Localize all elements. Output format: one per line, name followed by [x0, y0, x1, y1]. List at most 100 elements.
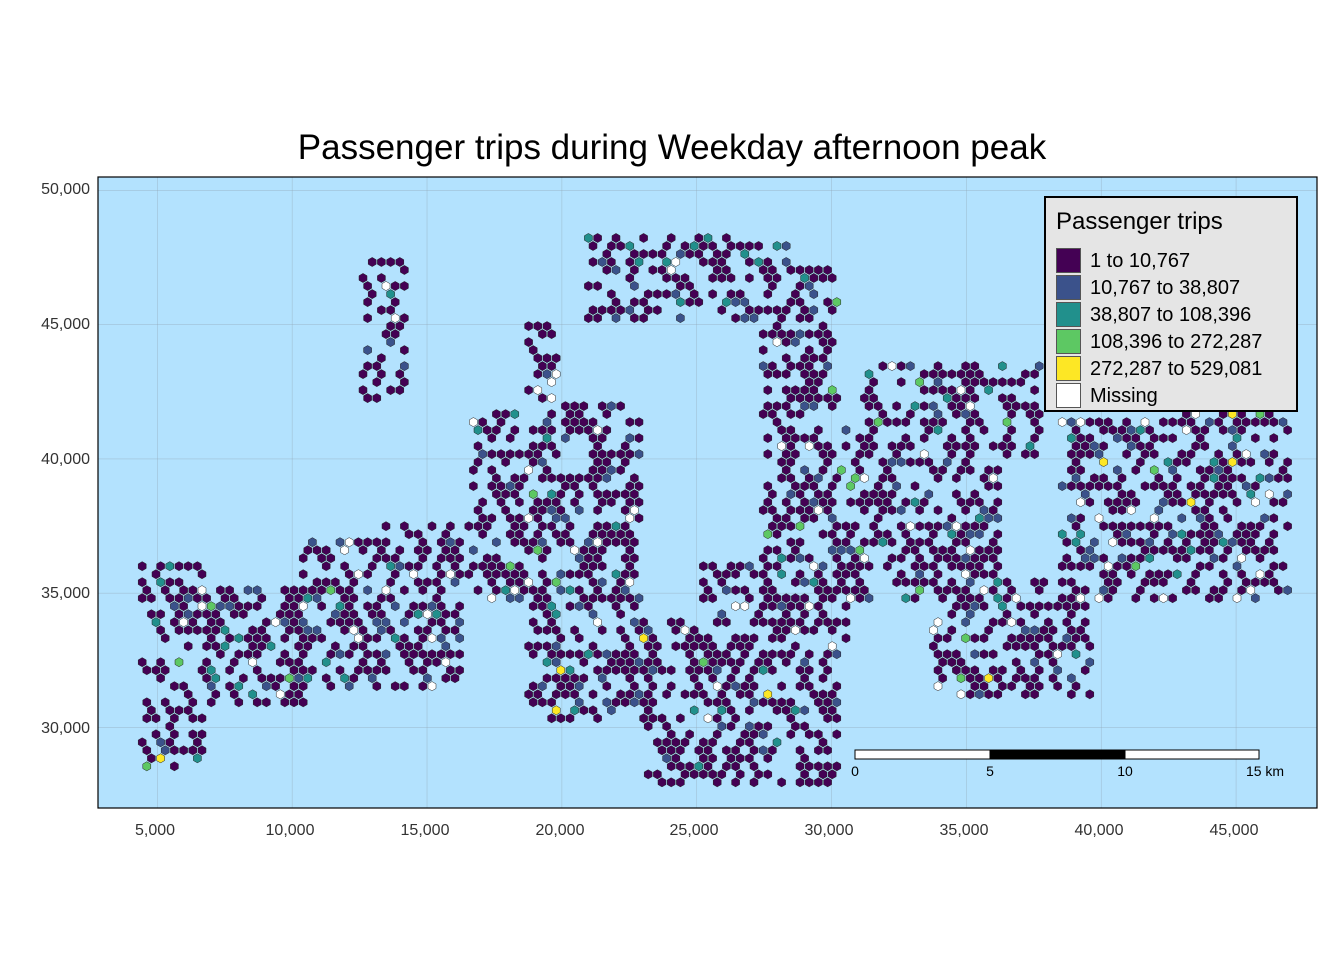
- hexagon-cell: [708, 737, 717, 748]
- hexagon-cell: [404, 561, 414, 572]
- hexagon-cell: [142, 585, 152, 596]
- hexagon-cell: [561, 673, 570, 684]
- hexagon-cell: [965, 561, 975, 572]
- hexagon-cell: [1149, 449, 1159, 459]
- hexagon-cell: [225, 633, 234, 644]
- hexagon-cell: [620, 505, 630, 516]
- hexagon-cell: [634, 449, 644, 459]
- hexagon-cell: [147, 593, 156, 604]
- hexagon-cell: [768, 745, 777, 756]
- hexagon-cell: [745, 721, 754, 732]
- hexagon-cell: [602, 665, 612, 676]
- hexagon-cell: [795, 265, 805, 275]
- hexagon-cell: [1191, 585, 1200, 596]
- hexagon-cell: [929, 369, 938, 379]
- hexagon-cell: [1113, 577, 1122, 588]
- hexagon-cell: [344, 585, 354, 596]
- hexagon-cell: [616, 449, 625, 459]
- hexagon-cell: [312, 545, 322, 556]
- hexagon-cell: [202, 625, 211, 636]
- hexagon-cell: [800, 673, 809, 684]
- hexagon-cell: [993, 561, 1003, 572]
- hexagon-cell: [832, 649, 842, 660]
- hexagon-cell: [239, 673, 248, 684]
- hexagon-cell: [699, 641, 708, 652]
- hexagon-cell: [758, 745, 768, 756]
- hexagon-cell: [694, 745, 704, 756]
- hexagon-cell: [436, 553, 446, 564]
- hexagon-cell: [1131, 433, 1141, 443]
- hexagon-cell: [556, 569, 566, 580]
- hexagon-cell: [528, 489, 538, 500]
- hexagon-cell: [1237, 457, 1246, 467]
- hexagon-cell: [832, 537, 842, 548]
- hexagon-cell: [321, 545, 331, 556]
- hexagon-cell: [413, 625, 423, 636]
- hexagon-cell: [377, 273, 386, 283]
- hexagon-cell: [832, 585, 842, 596]
- hexagon-cell: [418, 665, 428, 676]
- hexagon-cell: [404, 609, 414, 620]
- hexagon-cell: [942, 553, 952, 564]
- hexagon-cell: [538, 537, 547, 548]
- hexagon-cell: [938, 465, 947, 475]
- hexagon-cell: [616, 577, 625, 588]
- hexagon-cell: [1122, 449, 1131, 459]
- hexagon-cell: [1016, 601, 1026, 612]
- hexagon-cell: [413, 545, 423, 556]
- hexagon-cell: [574, 489, 584, 500]
- hexagon-cell: [800, 769, 809, 780]
- hexagon-cell: [869, 489, 878, 500]
- hexagon-cell: [1168, 545, 1177, 556]
- hexagon-cell: [170, 601, 179, 612]
- hexagon-cell: [975, 561, 984, 572]
- hexagon-cell: [901, 497, 911, 508]
- hexagon-cell: [942, 649, 952, 660]
- hexagon-cell: [666, 617, 676, 628]
- hexagon-cell: [1007, 425, 1016, 435]
- hexagon-cell: [717, 657, 727, 668]
- hexagon-cell: [1172, 569, 1182, 580]
- hexagon-cell: [809, 273, 819, 283]
- hexagon-cell: [1076, 417, 1085, 427]
- hexagon-cell: [1007, 617, 1016, 628]
- hexagon-cell: [777, 553, 786, 564]
- hexagon-cell: [676, 745, 685, 756]
- hexagon-cell: [400, 585, 409, 596]
- hexagon-cell: [216, 649, 225, 660]
- hexagon-cell: [795, 489, 805, 500]
- hexagon-cell: [1007, 681, 1016, 692]
- hexagon-cell: [584, 649, 593, 660]
- hexagon-cell: [602, 265, 612, 275]
- hexagon-cell: [524, 577, 533, 588]
- hexagon-cell: [699, 657, 708, 668]
- hexagon-cell: [827, 529, 837, 540]
- hexagon-cell: [611, 521, 621, 532]
- hexagon-cell: [887, 537, 897, 548]
- hexagon-cell: [1195, 513, 1205, 524]
- hexagon-cell: [1108, 521, 1118, 532]
- hexagon-cell: [446, 649, 455, 660]
- hexagon-cell: [883, 465, 892, 475]
- hexagon-cell: [800, 305, 809, 315]
- hexagon-cell: [510, 585, 520, 596]
- hexagon-cell: [579, 545, 589, 556]
- hexagon-cell: [220, 625, 230, 636]
- hexagon-cell: [616, 465, 625, 475]
- hexagon-cell: [873, 401, 883, 411]
- hexagon-cell: [505, 433, 515, 443]
- hexagon-cell: [1232, 593, 1242, 604]
- hexagon-cell: [170, 681, 179, 692]
- hexagon-cell: [864, 449, 874, 459]
- hexagon-cell: [1071, 537, 1081, 548]
- hexagon-cell: [275, 657, 285, 668]
- hexagon-cell: [745, 273, 754, 283]
- hexagon-cell: [496, 481, 506, 491]
- hexagon-cell: [952, 537, 961, 548]
- hexagon-cell: [1223, 545, 1233, 556]
- hexagon-cell: [455, 649, 464, 660]
- hexagon-cell: [749, 313, 759, 323]
- hexagon-cell: [280, 601, 290, 612]
- hexagon-cell: [809, 689, 819, 700]
- hexagon-cell: [473, 505, 483, 516]
